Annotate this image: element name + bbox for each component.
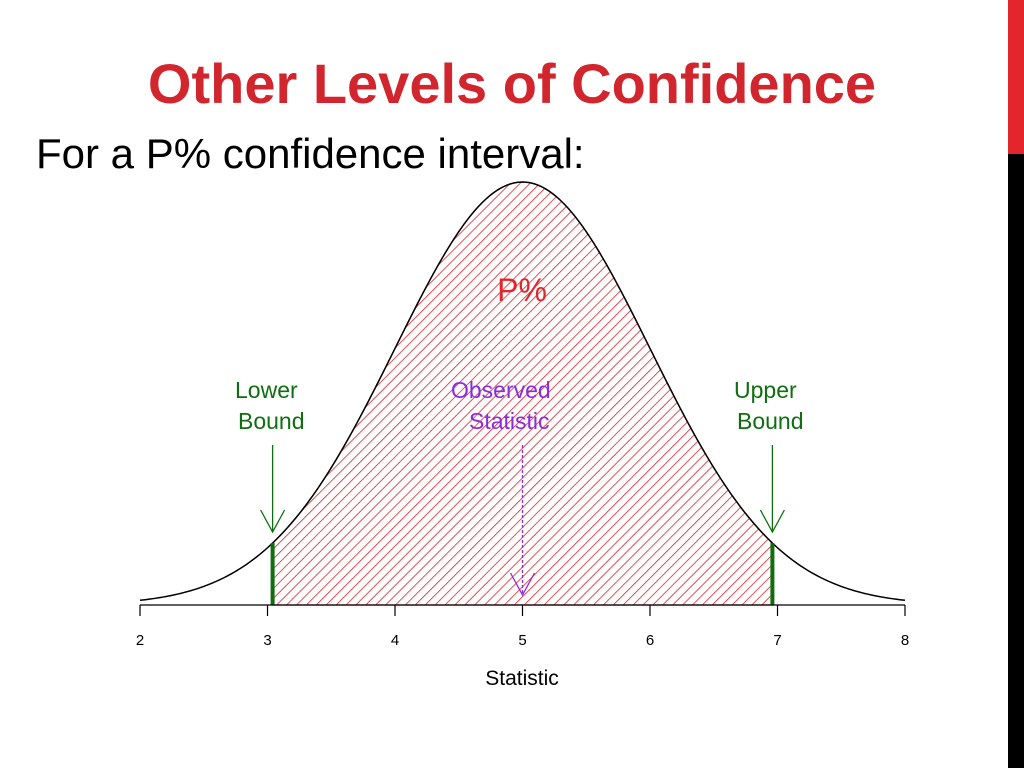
- lower-bound-label-line2: Bound: [238, 408, 305, 434]
- density-curve: [139, 181, 906, 602]
- x-tick-label: 6: [646, 632, 654, 649]
- x-tick-label: 2: [136, 632, 144, 649]
- upper-bound-label-line1: Upper: [734, 377, 797, 403]
- upper-bound-arrow-head: [759, 509, 785, 534]
- slide-subtitle: For a P% confidence interval:: [36, 130, 585, 177]
- x-tick-label: 3: [263, 632, 271, 649]
- slide-title: Other Levels of Confidence: [147, 52, 877, 115]
- accent-bar-bottom: [1008, 154, 1024, 768]
- lower-bound-label-line1: Lower: [235, 377, 298, 403]
- x-tick-label: 7: [773, 632, 781, 649]
- observed-statistic-label-line1: Observed: [451, 377, 551, 403]
- plot-layer: 2 3 4 5 6 7 8: [136, 181, 909, 649]
- upper-bound-label-line2: Bound: [737, 408, 804, 434]
- x-axis-label: Statistic: [485, 667, 559, 690]
- shaded-region-label: P%: [497, 272, 547, 308]
- observed-statistic-arrow-head: [509, 572, 536, 597]
- x-tick-label: 5: [518, 632, 526, 649]
- observed-statistic-label-line2: Statistic: [469, 408, 550, 434]
- lower-bound-arrow-head: [260, 509, 286, 534]
- x-tick-label: 4: [391, 632, 399, 649]
- accent-bar-top: [1008, 0, 1024, 154]
- x-tick-label: 8: [901, 632, 909, 649]
